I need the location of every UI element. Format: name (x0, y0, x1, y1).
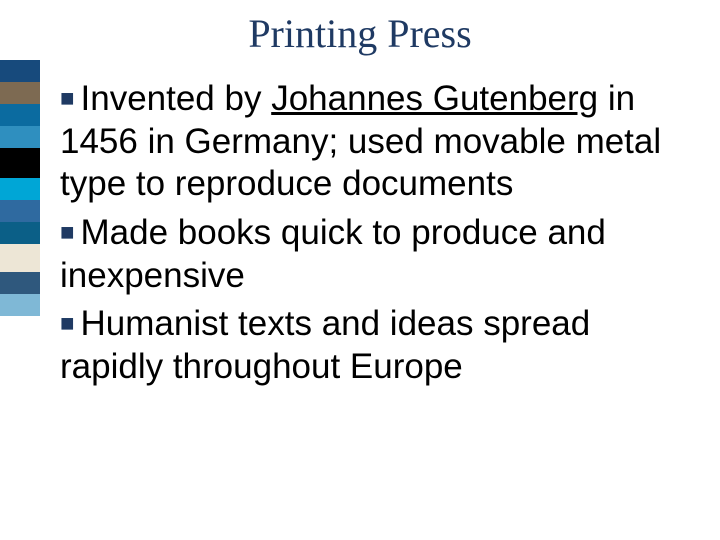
sidebar-band (0, 244, 40, 272)
sidebar-band (0, 60, 40, 82)
sidebar-band (0, 126, 40, 148)
sidebar-band (0, 82, 40, 104)
sidebar-band (0, 200, 40, 222)
bullet-text: by (215, 79, 271, 118)
bullet-marker-icon: ■ (60, 218, 75, 247)
sidebar-band (0, 178, 40, 200)
slide-body: ■Invented by Johannes Gutenberg in 1456 … (60, 78, 680, 395)
bullet-marker-icon: ■ (60, 84, 75, 113)
bullet-item: ■Invented by Johannes Gutenberg in 1456 … (60, 78, 680, 206)
bullet-item: ■Humanist texts and ideas spread rapidly… (60, 303, 680, 388)
bullet-underline: Johannes Gutenberg (271, 79, 598, 118)
slide: Printing Press ■Invented by Johannes Gut… (0, 0, 720, 540)
sidebar-band (0, 148, 40, 178)
decorative-sidebar (0, 0, 40, 540)
bullet-lead: Humanist (81, 304, 229, 343)
sidebar-band (0, 104, 40, 126)
sidebar-band (0, 272, 40, 294)
bullet-lead: Made (81, 213, 169, 252)
slide-title: Printing Press (0, 10, 720, 57)
bullet-lead: Invented (81, 79, 215, 118)
bullet-item: ■Made books quick to produce and inexpen… (60, 212, 680, 297)
sidebar-band (0, 222, 40, 244)
bullet-marker-icon: ■ (60, 309, 75, 338)
sidebar-band (0, 294, 40, 316)
